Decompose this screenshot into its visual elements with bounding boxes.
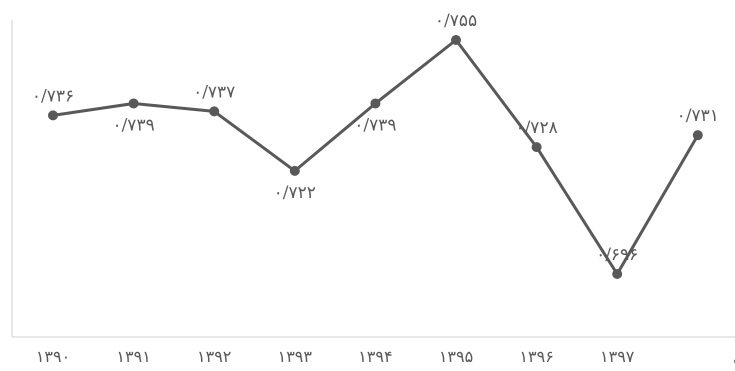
x-tick-label-5: ۱۳۹۴ (358, 347, 392, 366)
labels-layer: ۰/۷۳۶ ۰/۷۳۹ ۰/۷۳۷ ۰/۷۲۲ ۰/۷۳۹ ۰/۷۵۵ ۰/۷۲۸ ۰/۶۹۶… (32, 11, 719, 265)
x-tick-label-9: میانگین کل (733, 347, 735, 366)
data-label-2: ۰/۷۳۹ (112, 115, 154, 135)
series-layer (52, 38, 700, 276)
data-label-4: ۰/۷۲۲ (274, 183, 316, 203)
data-point-5 (370, 98, 381, 109)
data-point-8 (612, 269, 623, 279)
x-tick-label-7: ۱۳۹۶ (519, 347, 553, 366)
marks-layer (48, 35, 703, 279)
data-label-6: ۰/۷۵۵ (435, 11, 477, 31)
x-axis-labels: ۱۳۹۰ ۱۳۹۱ ۱۳۹۲ ۱۳۹۳ ۱۳۹۴ ۱۳۹۵ ۱۳۹۶ ۱۳۹۷ میانگین … (36, 347, 735, 366)
x-tick-label-6: ۱۳۹۵ (439, 347, 473, 366)
data-point-4 (289, 165, 300, 176)
data-label-9: ۰/۷۳۱ (677, 106, 719, 126)
data-label-1: ۰/۷۳۶ (32, 86, 74, 106)
data-label-3: ۰/۷۳۷ (193, 82, 235, 102)
x-tick-label-1: ۱۳۹۰ (36, 347, 70, 366)
data-point-1 (48, 110, 58, 121)
x-tick-label-2: ۱۳۹۱ (116, 347, 150, 366)
data-point-3 (209, 106, 220, 117)
x-tick-label-4: ۱۳۹۳ (278, 347, 313, 366)
data-label-5: ۰/۷۳۹ (354, 115, 396, 135)
data-point-9 (692, 130, 703, 141)
series-line (52, 38, 700, 276)
data-point-6 (451, 35, 461, 45)
data-point-2 (128, 98, 139, 109)
data-label-7: ۰/۷۲۸ (515, 118, 557, 138)
data-point-7 (531, 142, 542, 153)
data-label-8: ۰/۶۹۶ (596, 245, 638, 265)
x-tick-label-3: ۱۳۹۲ (197, 347, 231, 366)
x-tick-label-8: ۱۳۹۷ (600, 347, 635, 366)
